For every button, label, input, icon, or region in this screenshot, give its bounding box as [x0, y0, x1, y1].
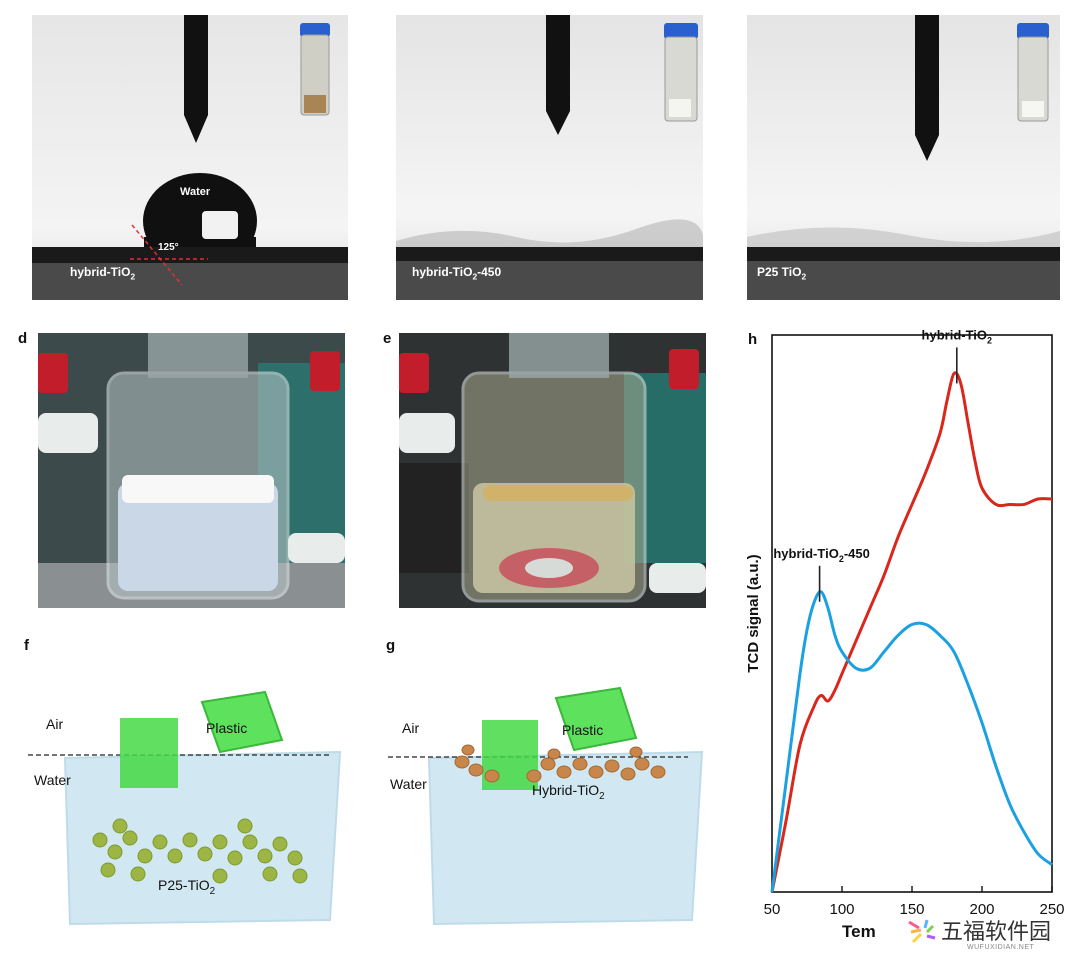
- plastic-label-g: Plastic: [562, 722, 604, 738]
- contact-angle-photo-b: hybrid-TiO2-450: [396, 15, 703, 300]
- water-label-g: Water: [390, 776, 427, 792]
- series-line-hybrid-tio2-450: [770, 590, 1053, 893]
- x-tick-label-0: 50: [764, 901, 781, 918]
- particles-label-g: Hybrid-TiO2: [532, 782, 605, 802]
- reactor-photo-d: [38, 333, 345, 608]
- panel-letter-h: h: [748, 331, 758, 348]
- contact-angle-photo-c: P25 TiO2: [747, 15, 1060, 300]
- x-tick-label-2: 150: [899, 901, 924, 918]
- annotation-label-0: hybrid-TiO2: [922, 327, 992, 345]
- annotation-label-1: hybrid-TiO2-450: [773, 546, 870, 564]
- schematic-g: Air Water Plastic Hybrid-TiO2: [384, 680, 714, 930]
- watermark-logo-icon: [908, 919, 936, 944]
- x-tick-label-3: 200: [969, 901, 994, 918]
- sample-label-b: hybrid-TiO2-450: [412, 265, 502, 282]
- reactor-photo-e: [399, 333, 706, 608]
- series-line-hybrid-tio2: [770, 371, 1053, 893]
- particles-label-f: P25-TiO2: [158, 877, 216, 897]
- watermark: 五福软件园 WUFUXIDIAN.NET: [905, 916, 1051, 951]
- tcd-chart: 50 100 150 200 250 Tem TCD signal (a.u.) hybrid…: [745, 327, 1065, 940]
- water-label-f: Water: [34, 772, 71, 788]
- watermark-cn: 五福软件园: [941, 920, 1052, 945]
- plot-frame: [771, 334, 1053, 893]
- sample-label-c: P25 TiO2: [757, 265, 807, 282]
- plot-area: 50 100 150 200 250 Tem TCD signal (a.u.) hybrid…: [745, 327, 1065, 940]
- sample-label-a: hybrid-TiO2: [70, 265, 136, 282]
- panel-letter-e: e: [383, 330, 392, 347]
- x-axis-label: Tem: [842, 922, 876, 940]
- panel-letter-g: g: [386, 637, 396, 654]
- droplet-label: Water: [180, 186, 211, 198]
- contact-angle-label: 125°: [158, 242, 179, 253]
- plastic-label-f: Plastic: [206, 720, 248, 736]
- air-label-g: Air: [402, 720, 420, 736]
- contact-angle-photo-a: Water 125° hybrid-TiO2: [32, 15, 348, 300]
- schematic-f: Air Water Plastic P25-TiO2: [20, 680, 360, 930]
- panel-letter-d: d: [18, 330, 28, 347]
- air-label-f: Air: [46, 716, 64, 732]
- y-axis-label: TCD signal (a.u.): [745, 554, 762, 672]
- x-tick-label-4: 250: [1039, 901, 1064, 918]
- panel-letter-f: f: [24, 637, 29, 654]
- x-tick-label-1: 100: [829, 901, 854, 918]
- watermark-en: WUFUXIDIAN.NET: [967, 944, 1035, 951]
